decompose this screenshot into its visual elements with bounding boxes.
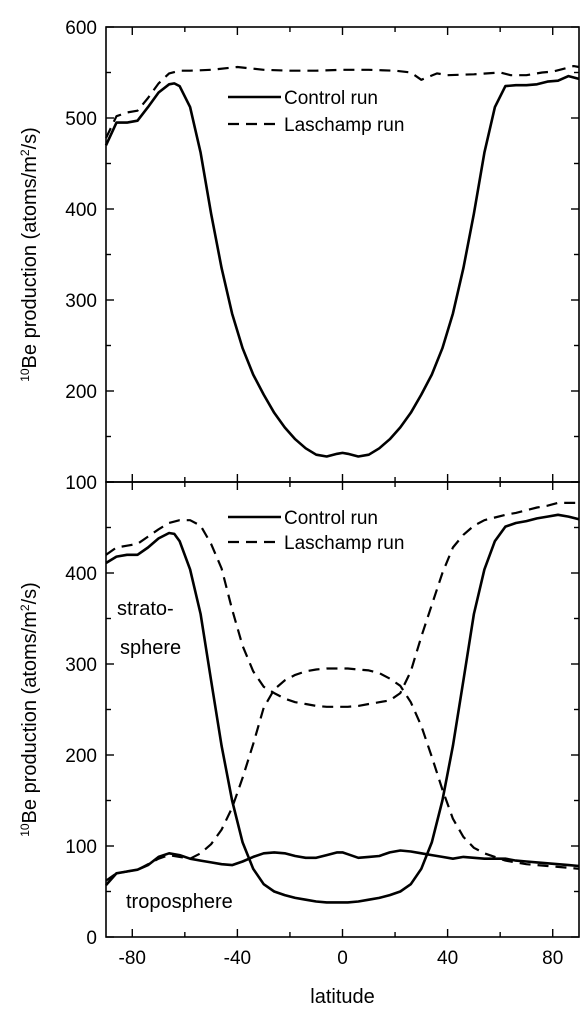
x-tick-label: 80 <box>542 948 563 969</box>
series-line-laschamp-run-stratosphere <box>105 501 579 708</box>
x-tick-label: 0 <box>337 948 348 969</box>
annotation-label: troposphere <box>126 891 233 913</box>
y-tick-label: 400 <box>65 200 97 221</box>
x-tick-label: 40 <box>437 948 458 969</box>
y-tick-label: 600 <box>65 18 97 39</box>
x-tick-label: -40 <box>224 948 251 969</box>
legend-label: Control run <box>284 508 378 529</box>
bottom-panel: 0 100 200 300 400 -80 -40 0 40 80 10Be production … <box>18 481 580 1008</box>
y-tick-label: 300 <box>65 655 97 676</box>
annotation-label: sphere <box>120 637 181 659</box>
series-line-laschamp-run-troposphere <box>105 667 580 882</box>
series-line-control-run <box>104 74 580 458</box>
legend-label: Laschamp run <box>284 115 404 136</box>
y-tick-label: 200 <box>65 746 97 767</box>
y-tick-label: 100 <box>65 837 97 858</box>
y-axis-label: 10Be production (atoms/m2/s) <box>18 127 41 382</box>
legend-label: Control run <box>284 88 378 109</box>
x-tick-label: -80 <box>119 948 146 969</box>
y-tick-label: 0 <box>86 928 97 949</box>
y-tick-label: 500 <box>65 109 97 130</box>
y-tick-label: 200 <box>65 382 97 403</box>
series-line-laschamp-run <box>105 65 580 139</box>
top-panel: 100 200 300 400 500 600 10Be production (atoms… <box>18 18 580 494</box>
y-axis-label: 10Be production (atoms/m2/s) <box>18 582 41 837</box>
y-tick-label: 100 <box>65 473 97 494</box>
series-line-control-run-troposphere <box>105 849 580 886</box>
x-axis-label: latitude <box>310 986 375 1008</box>
series-line-control-run-stratosphere <box>105 513 580 904</box>
annotation-label: strato- <box>117 598 174 620</box>
y-tick-label: 400 <box>65 564 97 585</box>
legend-label: Laschamp run <box>284 533 404 554</box>
y-tick-label: 300 <box>65 291 97 312</box>
